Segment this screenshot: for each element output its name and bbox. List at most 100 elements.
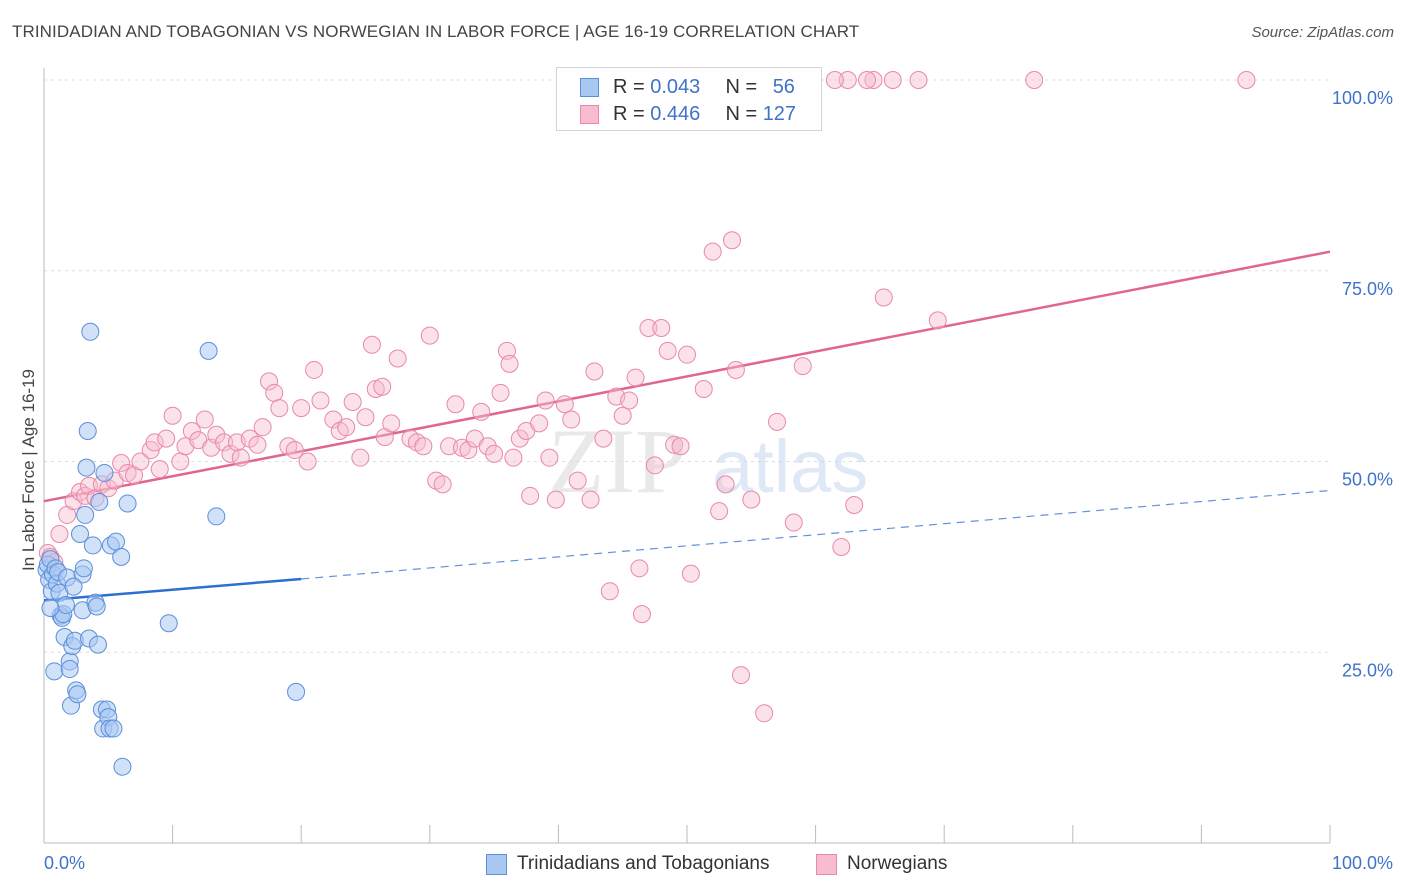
data-point-norwegians [163,406,182,425]
legend-r-value: 0.446 [650,102,701,125]
y-axis-label: In Labor Force | Age 16-19 [19,369,38,571]
data-point-trinidadians [95,463,114,482]
trend-line-trinidadians-extension [301,489,1331,580]
data-point-trinidadians [45,662,64,681]
data-point-norwegians [716,475,735,494]
data-point-norwegians [292,399,311,418]
trend-line-trinidadians [43,577,302,602]
data-point-norwegians [645,456,664,475]
data-point-norwegians [491,383,510,402]
legend-r-value: 0.043 [650,75,701,98]
legend-n-label: N = [725,102,763,125]
data-point-norwegians [883,71,902,89]
data-point-trinidadians [89,635,108,654]
data-point-norwegians [351,448,370,467]
data-point-norwegians [536,391,555,410]
data-point-trinidadians [74,559,93,578]
trend-lines [43,250,1331,602]
data-point-trinidadians [77,458,96,477]
watermark: ZIP atlas [548,410,868,512]
data-point-norwegians [150,460,169,479]
data-point-norwegians [874,288,893,307]
data-point-norwegians [373,377,392,396]
data-point-norwegians [928,311,947,330]
data-point-norwegians [343,392,362,411]
data-point-trinidadians [118,494,137,513]
data-point-norwegians [195,410,214,429]
data-point-norwegians [382,414,401,433]
data-point-norwegians [626,368,645,387]
data-point-norwegians [562,410,581,429]
data-point-trinidadians [107,532,126,551]
data-point-norwegians [581,490,600,509]
data-point-norwegians [112,454,131,473]
data-point-norwegians [171,452,190,471]
y-tick-label: 75.0% [1342,279,1393,299]
data-point-norwegians [270,399,289,418]
data-point-norwegians [768,412,787,431]
y-tick-label: 50.0% [1342,470,1393,490]
trend-line-norwegians [43,250,1331,503]
data-point-norwegians [260,372,279,391]
data-point-norwegians [694,380,713,399]
data-point-norwegians [710,502,729,521]
data-point-norwegians [285,441,304,460]
data-point-trinidadians [78,421,97,440]
data-point-norwegians [362,335,381,354]
data-point-trinidadians [199,341,218,360]
data-point-norwegians [703,242,722,261]
data-point-norwegians [630,559,649,578]
data-point-norwegians [472,402,491,421]
data-point-trinidadians [71,524,90,543]
data-point-trinidadians [104,719,123,738]
x-tick-label-min: 0.0% [44,853,85,873]
data-point-trinidadians [76,505,95,524]
data-point-norwegians [726,360,745,379]
data-point-norwegians [530,414,549,433]
data-point-norwegians [555,395,574,414]
data-point-norwegians [433,475,452,494]
legend-n-label: N = [725,75,763,98]
data-point-norwegians [215,433,234,452]
data-point-norwegians [265,383,284,402]
data-point-norwegians [504,448,523,467]
bottom-legend-label: Norwegians [847,853,948,874]
data-point-norwegians [420,326,439,345]
data-point-norwegians [723,231,742,250]
tick-labels: 25.0% 50.0% 75.0% 100.0% 0.0% 100.0% [44,88,1393,873]
data-point-trinidadians [56,595,75,614]
data-point-norwegians [207,425,226,444]
data-point-norwegians [845,495,864,514]
data-point-norwegians [864,71,883,89]
data-point-norwegians [145,433,164,452]
data-point-trinidadians [287,682,306,701]
legend-r-label: R = [613,75,651,98]
data-point-norwegians [440,437,459,456]
data-point-trinidadians [207,507,226,526]
data-point-norwegians [459,441,478,460]
series-trinidadians-points [37,322,306,776]
data-point-norwegians [298,452,317,471]
bottom-legend-item-norwegians: Norwegians [816,852,947,876]
data-point-norwegians [414,437,433,456]
y-tick-label: 25.0% [1342,660,1393,680]
data-point-norwegians [832,537,851,556]
data-point-trinidadians [83,536,102,555]
data-point-norwegians [793,357,812,376]
data-point-norwegians [337,418,356,437]
data-point-norwegians [182,421,201,440]
correlation-legend: R = 0.043 N = 56 R = 0.446 N = 127 [556,67,822,131]
data-point-trinidadians [90,492,109,511]
x-tick-label-max: 100.0% [1332,853,1393,873]
data-point-trinidadians [113,757,132,776]
data-point-trinidadians [64,577,83,596]
data-point-trinidadians [112,547,131,566]
legend-text-pink: R = 0.446 N = 127 [613,103,796,126]
data-point-norwegians [510,429,529,448]
data-point-norwegians [639,318,658,337]
data-point-trinidadians [60,660,79,679]
grid-lines [44,79,1330,653]
legend-swatch-pink [580,104,599,124]
